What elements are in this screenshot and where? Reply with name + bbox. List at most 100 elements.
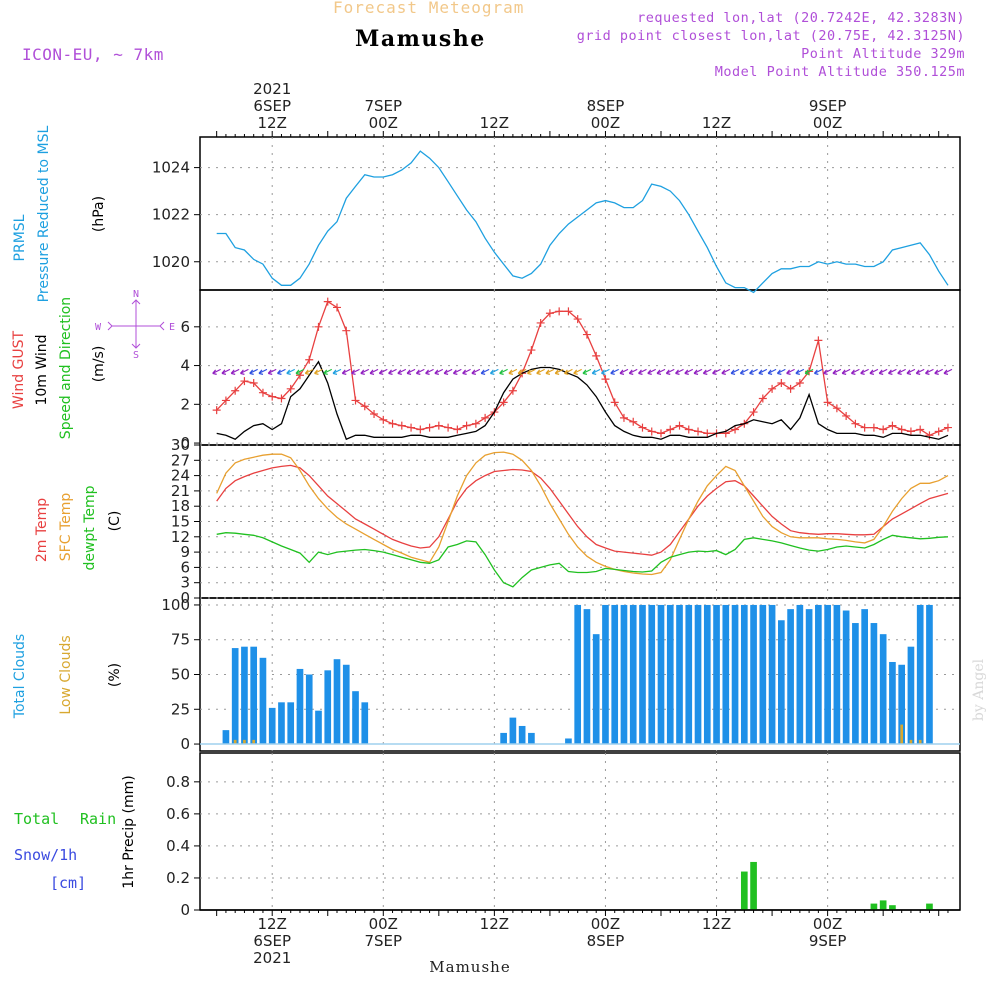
wind-direction-arrow (536, 368, 545, 375)
gust-marker (851, 419, 860, 428)
ytick-label-precipitation: 0.8 (166, 773, 190, 791)
gust-marker (342, 326, 351, 335)
wind-direction-arrow (934, 368, 943, 375)
gust-marker (601, 375, 610, 384)
low-cloud-bar (900, 724, 904, 745)
total-cloud-bar (833, 604, 841, 745)
wind-direction-arrow (554, 368, 564, 375)
wind-direction-arrow (665, 368, 675, 375)
wind-direction-arrow (897, 368, 906, 375)
gust-marker (795, 379, 804, 387)
wind-direction-arrow (758, 368, 768, 375)
precip-bar (740, 871, 748, 910)
gust-marker (656, 429, 665, 438)
time-label-top: 00Z (369, 114, 398, 132)
legend-precip-unit: 1hr Precip (mm) (121, 775, 137, 888)
gust-marker (925, 431, 934, 440)
gust-marker (407, 423, 416, 432)
time-label-top: 00Z (591, 114, 620, 132)
wind-direction-arrow (545, 368, 555, 375)
total-cloud-bar (731, 604, 739, 745)
total-cloud-bar (676, 604, 683, 745)
series-line-prmsl (216, 150, 949, 294)
gust-marker (397, 421, 406, 430)
total-cloud-bar (528, 732, 535, 745)
total-cloud-bar (722, 604, 730, 745)
gust-marker (416, 425, 425, 434)
legend-snow: Snow/1h (14, 846, 77, 864)
wind-direction-arrow (434, 368, 444, 375)
wind-direction-arrow (443, 368, 453, 375)
low-cloud-bar (918, 739, 922, 745)
gust-marker (351, 396, 360, 405)
wind-direction-arrow (804, 368, 814, 375)
wind-direction-arrow (887, 368, 897, 375)
gust-marker (860, 423, 869, 432)
total-cloud-bar (685, 604, 693, 745)
ytick-label-temperature: 24 (171, 467, 190, 485)
gridpoint-coords: grid point closest lon,lat (20.75E, 42.3… (576, 28, 965, 44)
total-cloud-bar (231, 648, 239, 745)
wind-direction-arrow (675, 368, 684, 375)
gust-marker (462, 421, 471, 430)
total-cloud-bar (889, 661, 896, 745)
time-label-top: 7SEP (364, 97, 402, 115)
gust-marker (768, 384, 777, 393)
gust-marker (545, 309, 554, 318)
total-cloud-bar (278, 702, 285, 745)
wind-direction-arrow (415, 368, 425, 375)
total-cloud-bar (916, 604, 924, 745)
total-cloud-bar (842, 610, 850, 745)
wind-direction-arrow (628, 368, 638, 375)
total-cloud-bar (648, 604, 656, 745)
compass-n: N (133, 289, 139, 300)
wind-direction-arrow (582, 368, 592, 375)
ytick-label-clouds: 25 (171, 700, 190, 718)
low-cloud-bar (252, 739, 256, 745)
model-point-altitude: Model Point Altitude 350.125m (714, 64, 965, 80)
gust-marker (333, 303, 342, 312)
ytick-label-temperature: 9 (180, 543, 190, 561)
wind-direction-arrow (471, 368, 481, 375)
ytick-label-clouds: 75 (171, 631, 190, 649)
gust-marker (906, 427, 915, 436)
total-cloud-bar (259, 657, 267, 745)
time-label-bottom: 12Z (480, 915, 509, 933)
legend-dewpt-temp: dewpt Temp (82, 485, 98, 570)
total-cloud-bar (574, 604, 582, 745)
gust-marker (684, 425, 693, 434)
time-label-bottom: 2021 (253, 949, 291, 967)
ytick-label-clouds: 50 (171, 666, 190, 684)
ytick-label-clouds: 0 (180, 735, 190, 753)
total-cloud-bar (713, 604, 720, 745)
gust-marker (444, 423, 453, 432)
gust-marker (582, 330, 591, 339)
wind-direction-arrow (924, 368, 934, 375)
legend-wind-gust: Wind GUST (11, 330, 27, 409)
ytick-label-temperature: 0 (180, 589, 190, 607)
time-label-bottom: 00Z (369, 915, 398, 933)
total-cloud-bar (898, 664, 906, 745)
ytick-label-wind: 6 (180, 318, 190, 336)
total-cloud-bar (629, 604, 637, 745)
compass-rose (107, 299, 165, 349)
wind-direction-arrow (619, 368, 629, 375)
wind-direction-arrow (878, 368, 888, 375)
total-cloud-bar (852, 623, 859, 745)
wind-direction-arrow (786, 368, 795, 375)
time-label-top: 6SEP (253, 97, 291, 115)
wind-direction-arrow (832, 368, 842, 375)
gust-marker (231, 386, 240, 395)
ytick-label-wind: 4 (180, 357, 190, 375)
low-cloud-bar (243, 739, 246, 745)
legend-sfc-temp: SFC Temp (58, 493, 74, 562)
gust-marker (314, 322, 323, 331)
time-label-top: 12Z (480, 114, 509, 132)
total-cloud-bar (870, 623, 878, 745)
wind-direction-arrow (684, 368, 694, 375)
time-label-top: 2021 (253, 80, 291, 98)
total-cloud-bar (740, 604, 748, 745)
legend-wind-10m: 10m Wind (34, 334, 50, 405)
ytick-label-temperature: 27 (171, 451, 190, 469)
